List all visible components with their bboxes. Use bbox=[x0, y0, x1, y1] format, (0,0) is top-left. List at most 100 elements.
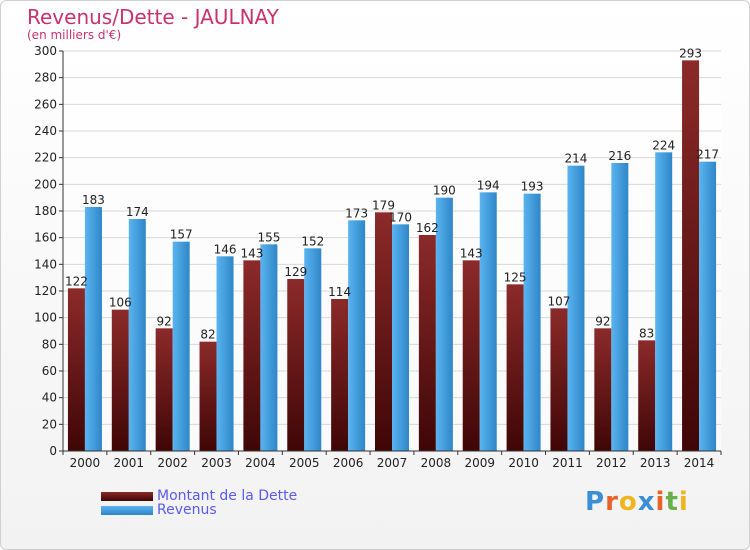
logo-letter: o bbox=[618, 487, 638, 517]
data-label-dette: 107 bbox=[548, 294, 571, 308]
chart-subtitle: (en milliers d'€) bbox=[27, 28, 122, 42]
x-tick-label: 2007 bbox=[377, 456, 408, 470]
chart-title: Revenus/Dette - JAULNAY bbox=[27, 5, 279, 29]
y-tick-label: 280 bbox=[34, 71, 57, 85]
logo-letter: r bbox=[605, 487, 619, 517]
x-tick-label: 2006 bbox=[333, 456, 364, 470]
x-tick-label: 2008 bbox=[421, 456, 452, 470]
x-tick-label: 2004 bbox=[245, 456, 276, 470]
bar-revenus bbox=[84, 207, 102, 451]
y-tick-label: 200 bbox=[34, 177, 57, 191]
x-tick-label: 2013 bbox=[640, 456, 671, 470]
data-label-dette: 125 bbox=[504, 270, 527, 284]
bar-dette bbox=[418, 235, 436, 451]
y-tick-label: 160 bbox=[34, 231, 57, 245]
bar-dette bbox=[331, 299, 349, 451]
bar-revenus bbox=[435, 197, 453, 451]
bar-revenus bbox=[523, 193, 541, 451]
logo-letter: x bbox=[637, 487, 656, 517]
x-tick-label: 2011 bbox=[552, 456, 583, 470]
bar-revenus bbox=[216, 256, 234, 451]
y-tick-label: 120 bbox=[34, 284, 57, 298]
data-label-dette: 179 bbox=[372, 198, 395, 212]
bar-revenus bbox=[348, 220, 366, 451]
bar-dette bbox=[594, 328, 612, 451]
x-tick-label: 2005 bbox=[289, 456, 320, 470]
bar-dette bbox=[243, 260, 261, 451]
data-label-dette: 162 bbox=[416, 221, 439, 235]
bar-dette bbox=[638, 340, 656, 451]
bar-revenus bbox=[655, 152, 673, 452]
legend-label-revenus: Revenus bbox=[157, 502, 217, 518]
data-label-revenus: 174 bbox=[126, 205, 149, 219]
bar-revenus bbox=[304, 248, 322, 451]
logo-letter: i bbox=[678, 487, 689, 517]
y-tick-label: 20 bbox=[42, 417, 57, 431]
bar-revenus bbox=[172, 241, 190, 451]
data-label-revenus: 214 bbox=[565, 152, 588, 166]
bar-dette bbox=[155, 328, 173, 451]
bar-revenus bbox=[611, 163, 629, 451]
data-label-dette: 143 bbox=[460, 246, 483, 260]
data-label-revenus: 146 bbox=[214, 242, 237, 256]
bar-revenus bbox=[479, 192, 497, 452]
bar-dette bbox=[506, 284, 524, 451]
bar-dette bbox=[375, 212, 392, 451]
data-label-dette: 143 bbox=[240, 246, 263, 260]
y-tick-label: 300 bbox=[34, 44, 57, 58]
data-label-dette: 106 bbox=[109, 296, 132, 310]
data-label-dette: 293 bbox=[679, 46, 702, 60]
legend-label-dette: Montant de la Dette bbox=[157, 488, 298, 504]
x-tick-label: 2014 bbox=[684, 456, 715, 470]
y-tick-label: 180 bbox=[34, 204, 57, 218]
data-label-revenus: 155 bbox=[257, 230, 280, 244]
data-label-revenus: 194 bbox=[477, 178, 500, 192]
logo-letter: P bbox=[585, 487, 606, 517]
bar-dette bbox=[287, 279, 305, 451]
data-label-revenus: 190 bbox=[433, 184, 456, 198]
bar-dette bbox=[111, 309, 129, 451]
data-label-dette: 82 bbox=[200, 328, 215, 342]
y-tick-label: 140 bbox=[34, 257, 57, 271]
legend-swatch-dette bbox=[101, 491, 153, 501]
x-tick-label: 2003 bbox=[201, 456, 232, 470]
data-label-dette: 83 bbox=[639, 326, 654, 340]
data-label-revenus: 152 bbox=[301, 234, 324, 248]
logo-letter: i bbox=[655, 487, 666, 517]
y-tick-label: 60 bbox=[42, 364, 57, 378]
proxiti-logo: Proxiti bbox=[585, 487, 689, 517]
bar-revenus bbox=[260, 244, 278, 451]
data-label-revenus: 216 bbox=[608, 149, 631, 163]
bar-revenus bbox=[392, 224, 409, 451]
y-tick-label: 40 bbox=[42, 391, 57, 405]
data-label-dette: 92 bbox=[595, 314, 610, 328]
data-label-revenus: 224 bbox=[652, 138, 675, 152]
x-tick-label: 2012 bbox=[596, 456, 627, 470]
legend-item-dette: Montant de la Dette bbox=[101, 488, 297, 504]
y-tick-label: 0 bbox=[49, 444, 57, 458]
bar-dette bbox=[199, 341, 217, 451]
x-tick-label: 2000 bbox=[70, 456, 101, 470]
bar-dette bbox=[67, 288, 85, 451]
bar-revenus bbox=[567, 165, 585, 451]
data-label-revenus: 217 bbox=[696, 148, 719, 162]
y-tick-label: 260 bbox=[34, 97, 57, 111]
legend-swatch-revenus bbox=[101, 505, 153, 515]
legend-item-revenus: Revenus bbox=[101, 502, 217, 518]
bars bbox=[67, 60, 717, 452]
data-label-revenus: 173 bbox=[345, 206, 368, 220]
data-label-dette: 122 bbox=[65, 274, 88, 288]
y-tick-label: 220 bbox=[34, 151, 57, 165]
axes: 0 20 40 60 80 100 120 140 160 180 200 220 240 260 280 3… bbox=[34, 44, 722, 470]
y-tick-label: 80 bbox=[42, 337, 57, 351]
x-tick-label: 2001 bbox=[114, 456, 145, 470]
x-tick-label: 2002 bbox=[157, 456, 188, 470]
bar-dette bbox=[550, 308, 568, 451]
y-tick-label: 100 bbox=[34, 311, 57, 325]
data-label-revenus: 157 bbox=[170, 228, 193, 242]
bar-revenus bbox=[128, 219, 146, 451]
data-label-dette: 92 bbox=[157, 314, 172, 328]
